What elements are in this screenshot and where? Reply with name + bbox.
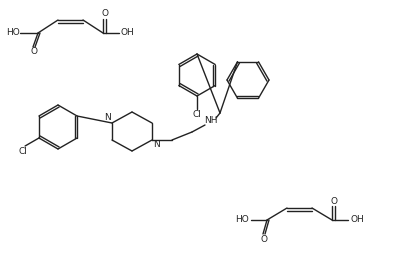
Text: O: O [101,10,108,18]
Text: NH: NH [204,117,217,125]
Text: Cl: Cl [192,111,201,120]
Text: OH: OH [349,216,363,224]
Text: OH: OH [120,29,134,37]
Text: O: O [260,235,267,243]
Text: O: O [330,197,337,205]
Text: N: N [153,141,160,150]
Text: N: N [104,114,111,122]
Text: Cl: Cl [19,147,28,155]
Text: HO: HO [234,216,248,224]
Text: HO: HO [6,29,20,37]
Text: O: O [30,48,37,56]
